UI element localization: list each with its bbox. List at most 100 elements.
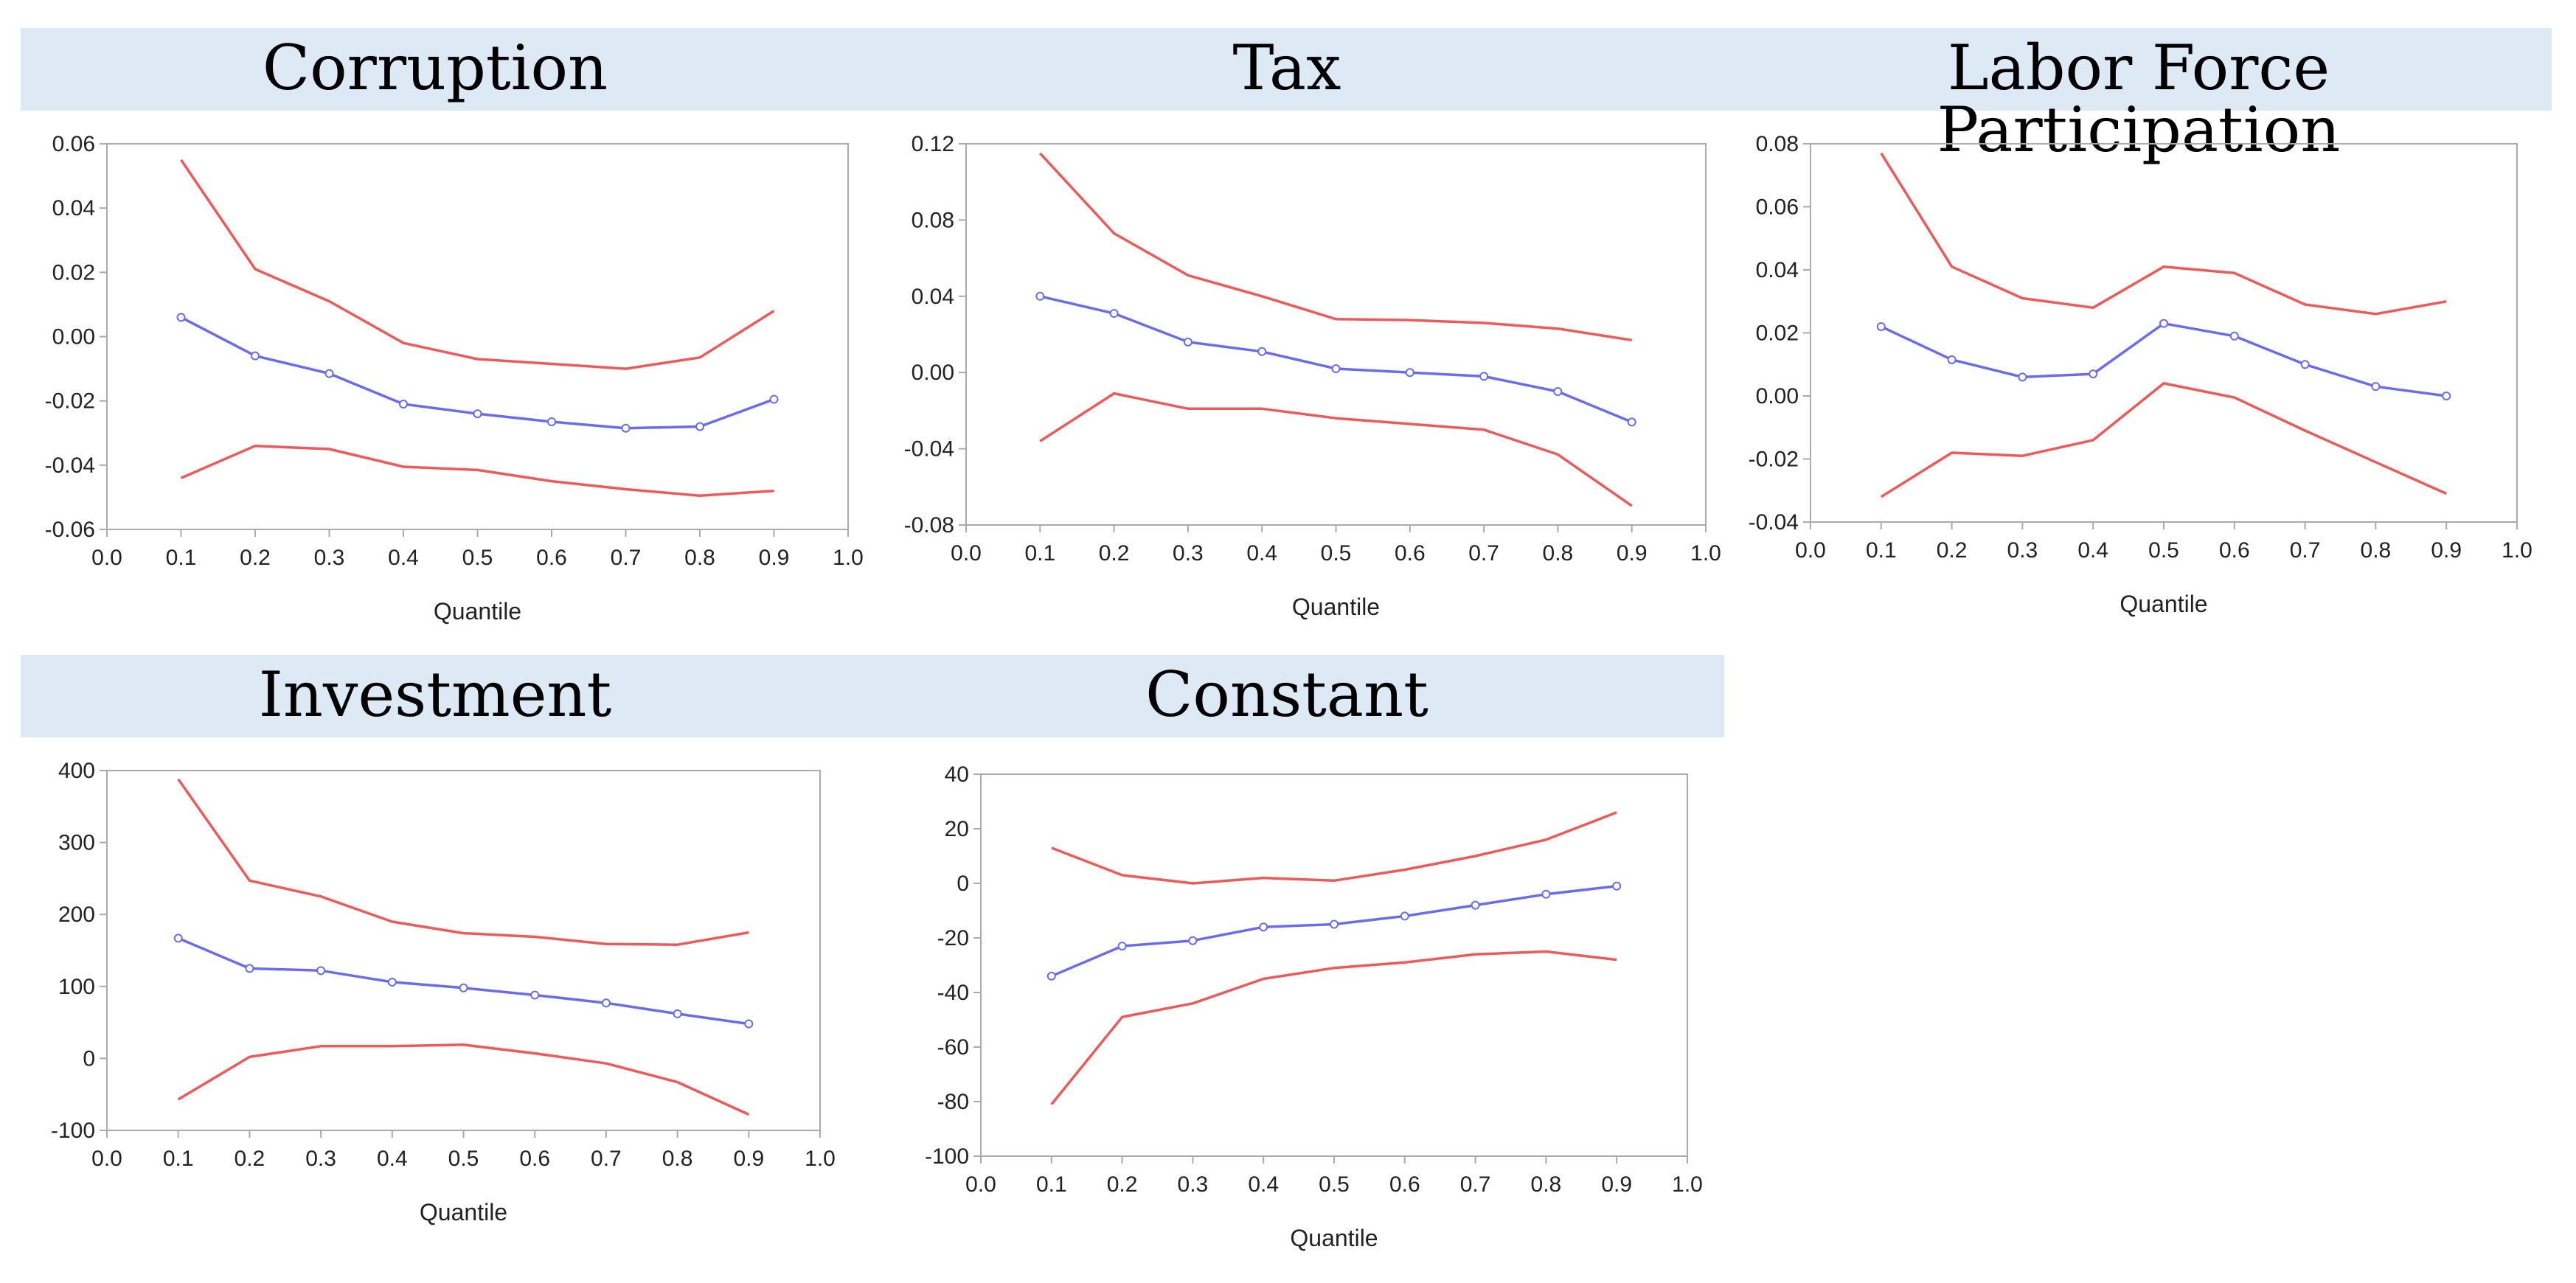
series-line-bound [180, 444, 774, 497]
data-point [547, 417, 556, 426]
y-tick-label: 0.00 [912, 361, 954, 385]
data-point [695, 422, 704, 431]
x-tick-label: 0.7 [2290, 538, 2321, 563]
data-point [1331, 364, 1341, 374]
x-tick-label: 0.1 [1024, 541, 1055, 566]
x-tick-label: 0.7 [1468, 541, 1499, 566]
y-tick-label: 20 [945, 817, 969, 841]
data-point [251, 351, 260, 361]
data-point [2371, 382, 2381, 392]
data-point [387, 977, 397, 987]
x-tick-label: 0.4 [1246, 541, 1277, 566]
x-tick-label: 0.1 [1866, 538, 1897, 563]
x-tick-label: 0.0 [91, 1147, 122, 1171]
title-band-top [21, 28, 2552, 111]
x-tick-label: 0.4 [1248, 1172, 1279, 1197]
data-point [1400, 911, 1409, 921]
x-tick-label: 0.4 [388, 546, 419, 570]
title-tax: Tax [1232, 32, 1341, 104]
series-line-bound [177, 778, 749, 946]
data-point [769, 394, 779, 404]
x-tick-label: 0.1 [163, 1147, 194, 1171]
x-tick-label: 0.5 [462, 546, 493, 570]
data-point [1876, 321, 1886, 331]
plot-frame [980, 773, 1688, 1157]
x-tick-label: 0.3 [305, 1147, 336, 1171]
y-tick-label: -20 [937, 926, 969, 950]
x-tick-label: 0.4 [2077, 538, 2108, 563]
data-point [1330, 919, 1339, 929]
title-corruption: Corruption [262, 32, 608, 104]
y-tick-label: 40 [945, 762, 969, 787]
series-line-bound [1880, 382, 2447, 498]
data-point [1035, 291, 1045, 301]
y-tick-label: -0.02 [45, 389, 95, 414]
x-tick-label: 0.5 [2148, 538, 2179, 563]
x-tick-label: 0.0 [1795, 538, 1826, 563]
x-tick-label: 1.0 [1690, 541, 1721, 566]
x-tick-label: 0.0 [965, 1172, 996, 1197]
series-line-bound [177, 1043, 750, 1116]
data-point [399, 400, 408, 409]
x-axis-label: Quantile [434, 598, 521, 625]
data-point [173, 933, 183, 943]
x-tick-label: 0.8 [1543, 541, 1574, 566]
data-point [1117, 942, 1127, 951]
y-tick-label: -40 [937, 981, 969, 1005]
plot-frame [1810, 143, 2518, 523]
x-tick-label: 0.8 [1531, 1172, 1562, 1197]
x-tick-label: 1.0 [1672, 1172, 1703, 1197]
data-point [1109, 309, 1119, 319]
data-point [1627, 417, 1636, 427]
series-line-bound [1039, 152, 1632, 342]
x-tick-label: 0.2 [1937, 538, 1968, 563]
y-tick-label: -100 [925, 1144, 969, 1169]
x-tick-label: 0.1 [166, 546, 197, 570]
title-labor-force-participation: Labor Force Participation [1937, 32, 2341, 166]
y-tick-label: 0.06 [52, 132, 95, 156]
x-tick-label: 0.9 [1601, 1172, 1632, 1197]
y-tick-label: 0 [83, 1046, 95, 1071]
chart-tax: 0.0 0.1 0.2 0.3 0.4 0.5 0.6 0.7 0.8 0.9 1.0 0.12 0.0… [904, 132, 1721, 620]
plot-frame [106, 770, 821, 1131]
data-point [2229, 331, 2239, 341]
y-tick-label: 200 [58, 903, 95, 927]
data-point [1259, 922, 1268, 932]
y-tick-label: 0.12 [912, 132, 954, 156]
data-point [245, 964, 254, 973]
x-tick-label: 0.2 [235, 1147, 265, 1171]
x-tick-label: 0.9 [2431, 538, 2462, 563]
data-point [176, 313, 186, 322]
series-line-estimate [1039, 295, 1633, 424]
x-tick-label: 0.2 [1099, 541, 1130, 566]
x-tick-label: 0.7 [1460, 1172, 1491, 1197]
y-tick-label: 300 [58, 831, 95, 855]
y-tick-label: -60 [937, 1035, 969, 1060]
y-tick-label: -0.04 [1749, 510, 1799, 535]
x-tick-label: 1.0 [2502, 538, 2532, 563]
y-tick-label: 0.04 [1756, 258, 1799, 282]
series-line-bound [1051, 811, 1617, 885]
data-point [1188, 936, 1198, 945]
series-line-bound [1039, 392, 1633, 507]
data-point [2018, 372, 2027, 382]
data-point [530, 990, 540, 1000]
y-tick-label: 100 [58, 975, 95, 999]
data-point [744, 1019, 754, 1029]
series-line-bound [1880, 152, 2447, 316]
chart-labor: 0.0 0.1 0.2 0.3 0.4 0.5 0.6 0.7 0.8 0.9 1.0 0.08 0.0… [1749, 132, 2532, 617]
y-tick-label: -100 [51, 1119, 95, 1143]
data-point [601, 998, 611, 1008]
y-tick-label: 0.00 [52, 325, 95, 350]
x-tick-label: 1.0 [833, 546, 864, 570]
x-tick-label: 0.2 [240, 546, 271, 570]
x-tick-label: 0.1 [1036, 1172, 1067, 1197]
y-tick-label: 0.02 [1756, 321, 1799, 346]
x-axis-label: Quantile [1290, 1225, 1378, 1251]
y-tick-label: 0.04 [912, 285, 954, 309]
y-tick-label: -0.08 [904, 513, 954, 538]
x-axis-label: Quantile [1292, 594, 1380, 620]
series-line-estimate [1881, 321, 2447, 397]
x-tick-label: 0.9 [759, 546, 790, 570]
data-point [1257, 347, 1267, 356]
